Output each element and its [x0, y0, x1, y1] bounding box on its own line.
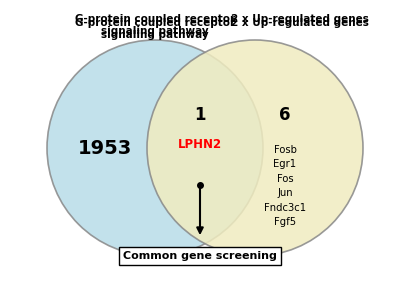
Text: LPHN2: LPHN2 [178, 138, 222, 152]
Circle shape [147, 40, 363, 256]
Text: Common gene screening: Common gene screening [123, 251, 277, 261]
Text: 2 x Up-regulated genes: 2 x Up-regulated genes [231, 14, 369, 24]
Text: 2 x Up-regulated genes: 2 x Up-regulated genes [231, 18, 369, 28]
Text: 6: 6 [279, 106, 291, 124]
Text: 1: 1 [194, 106, 206, 124]
Circle shape [47, 40, 263, 256]
Text: G-protein coupled receptor
signaling pathway: G-protein coupled receptor signaling pat… [75, 14, 235, 35]
Text: Fosb
Egr1
Fos
Jun
Fndc3c1
Fgf5: Fosb Egr1 Fos Jun Fndc3c1 Fgf5 [264, 145, 306, 227]
Text: 1953: 1953 [78, 138, 132, 158]
Text: G-protein coupled receptor
signaling pathway: G-protein coupled receptor signaling pat… [75, 18, 235, 39]
